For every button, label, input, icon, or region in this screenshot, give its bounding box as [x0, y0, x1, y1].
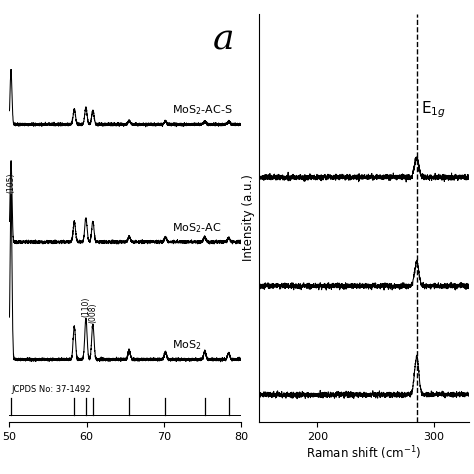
Text: MoS$_2$: MoS$_2$ — [172, 338, 201, 352]
Text: a: a — [213, 22, 234, 56]
Text: JCPDS No: 37-1492: JCPDS No: 37-1492 — [11, 385, 91, 394]
Text: (110): (110) — [82, 296, 91, 317]
X-axis label: Raman shift (cm$^{-1}$): Raman shift (cm$^{-1}$) — [306, 444, 421, 462]
Text: E$_{1g}$: E$_{1g}$ — [421, 99, 446, 119]
Y-axis label: Intensity (a.u.): Intensity (a.u.) — [242, 174, 255, 262]
Text: MoS$_2$-AC: MoS$_2$-AC — [172, 221, 221, 235]
Text: (008): (008) — [88, 303, 97, 323]
Text: (105): (105) — [7, 172, 16, 193]
Text: MoS$_2$-AC-S: MoS$_2$-AC-S — [172, 103, 232, 117]
